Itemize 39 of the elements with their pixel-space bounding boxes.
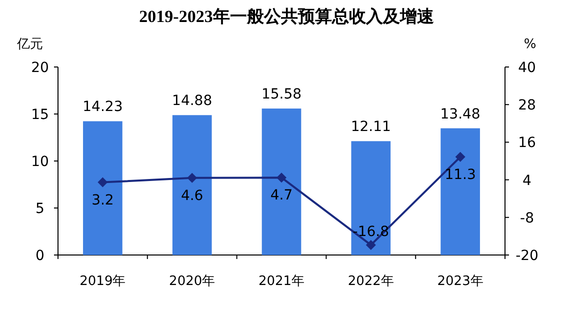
x-tick-label: 2023年	[437, 274, 484, 289]
y2-tick-label: 16	[518, 135, 536, 152]
x-tick-label: 2020年	[169, 274, 216, 289]
bar	[351, 141, 391, 255]
y2-tick-label: 40	[518, 60, 536, 76]
y2-tick-label: 28	[518, 98, 536, 114]
y2-tick-label: 4	[522, 172, 532, 189]
bar	[440, 128, 480, 255]
y2-tick-label: -20	[516, 248, 538, 264]
bar	[262, 108, 302, 255]
data-label: 3.2	[92, 192, 114, 208]
data-label: -16.8	[352, 224, 390, 240]
y-tick-label: 15	[31, 107, 49, 123]
data-label: 13.48	[440, 106, 480, 122]
point	[276, 172, 286, 183]
bar	[172, 115, 212, 255]
y-tick-label: 5	[36, 201, 44, 217]
data-label: 14.88	[172, 93, 212, 110]
y2-tick-label: -8	[520, 210, 534, 226]
data-label: 12.11	[350, 119, 391, 136]
x-tick-label: 2019年	[80, 274, 126, 289]
y-axis-title: 亿元	[16, 37, 43, 52]
data-label: 4.6	[180, 188, 204, 204]
y-tick-label: 20	[31, 60, 49, 76]
point	[455, 152, 466, 162]
data-label: 4.7	[270, 188, 293, 204]
x-tick-label: 2021年	[258, 274, 305, 289]
y-tick-label: 0	[36, 248, 44, 264]
data-label: 14.23	[82, 99, 123, 116]
point	[187, 172, 198, 183]
data-label: 15.58	[261, 86, 302, 103]
data-label: 11.3	[444, 166, 476, 183]
x-tick-label: 2022年	[348, 274, 394, 289]
point	[98, 177, 108, 188]
y-tick-label: 10	[31, 154, 49, 170]
bar	[83, 121, 122, 255]
y2-axis-title: %	[524, 37, 536, 52]
point	[366, 240, 376, 250]
chart-title: 2019-2023年一般公共预算总收入及增速	[139, 7, 434, 26]
